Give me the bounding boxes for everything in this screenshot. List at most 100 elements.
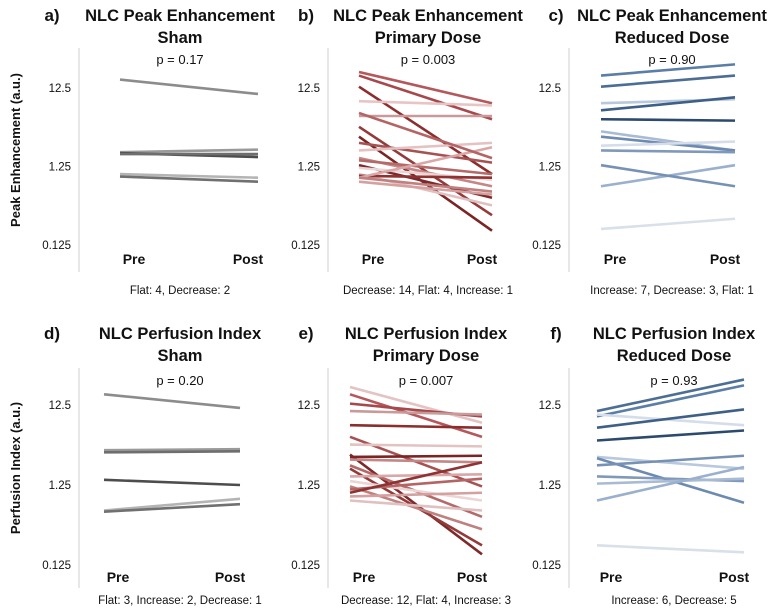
y-tick-label: 12.5	[298, 83, 320, 95]
y-tick-label: 0.125	[532, 560, 561, 572]
change-summary: Decrease: 12, Flat: 4, Increase: 3	[341, 595, 511, 607]
x-category-post: Post	[457, 569, 488, 585]
series-line	[600, 217, 736, 231]
series-line	[349, 393, 483, 439]
chart-title-line2: Primary Dose	[375, 29, 481, 47]
series-line	[349, 479, 483, 502]
panel-letter: f)	[550, 324, 561, 343]
series-line	[103, 449, 241, 454]
x-category-post: Post	[710, 251, 741, 267]
y-tick-label: 0.125	[291, 560, 320, 572]
series-line	[103, 393, 241, 410]
series-line	[358, 70, 493, 105]
x-category-post: Post	[233, 251, 264, 267]
p-value-label: p = 0.93	[650, 373, 697, 388]
chart-panel-d: 12.5 1.25 0.125 d) NLC Perfusion Index Sham p …	[8, 324, 262, 607]
y-tick-label: 0.125	[291, 240, 320, 252]
y-tick-label: 1.25	[49, 480, 71, 492]
chart-title-line2: Sham	[158, 347, 203, 365]
p-value-label: p = 0.17	[156, 52, 203, 67]
series-line	[358, 145, 493, 179]
series-line	[103, 447, 241, 452]
series-line	[349, 461, 483, 495]
series-line	[358, 111, 493, 160]
p-value-label: p = 0.90	[648, 52, 695, 67]
series-line	[596, 454, 745, 467]
series-line	[349, 443, 483, 448]
change-summary: Decrease: 14, Flat: 4, Increase: 1	[343, 285, 513, 297]
y-tick-label: 12.5	[539, 400, 561, 412]
series-line	[349, 423, 483, 430]
series-line	[600, 117, 736, 122]
p-value-label: p = 0.003	[401, 52, 456, 67]
y-tick-label: 1.25	[298, 162, 320, 174]
y-axis-label: Perfusion Index (a.u.)	[8, 402, 23, 534]
series-line	[358, 174, 493, 179]
series-line	[600, 140, 736, 148]
series-line	[596, 378, 745, 413]
series-line	[119, 148, 259, 154]
chart-title-line1: NLC Peak Enhancement	[577, 7, 767, 25]
chart-title-line2: Reduced Dose	[617, 347, 732, 365]
series-line	[596, 477, 745, 485]
y-tick-label: 12.5	[539, 83, 561, 95]
series-line	[600, 96, 736, 112]
series-line	[358, 99, 493, 107]
y-tick-label: 0.125	[532, 240, 561, 252]
chart-title-line1: NLC Perfusion Index	[593, 325, 756, 343]
change-summary: Flat: 4, Decrease: 2	[130, 285, 230, 297]
chart-panel-e: 12.5 1.25 0.125 e) NLC Perfusion Index Primar…	[291, 324, 511, 607]
series-line	[358, 180, 493, 196]
series-line	[358, 158, 493, 176]
y-tick-label: 0.125	[42, 240, 71, 252]
series-line	[349, 499, 483, 512]
chart-panel-a: 12.5 1.25 0.125 a) NLC Peak Enhancement Sham p…	[8, 6, 275, 297]
x-category-pre: Pre	[600, 569, 623, 585]
chart-title-line1: NLC Peak Enhancement	[333, 7, 523, 25]
series-line	[349, 473, 483, 478]
p-value-label: p = 0.007	[399, 373, 454, 388]
series-line	[596, 544, 745, 554]
series-line	[103, 502, 241, 513]
panel-letter: c)	[548, 6, 563, 25]
y-axis-label: Peak Enhancement (a.u.)	[8, 73, 23, 227]
panel-letter: d)	[44, 324, 60, 343]
series-line	[358, 141, 493, 164]
chart-panel-c: 12.5 1.25 0.125 c) NLC Peak Enhancement Reduc…	[532, 6, 767, 297]
chart-title-line2: Reduced Dose	[615, 29, 730, 47]
series-line	[600, 163, 736, 188]
x-category-pre: Pre	[123, 251, 146, 267]
series-line	[600, 74, 736, 88]
series-line	[596, 455, 745, 470]
series-line	[349, 485, 483, 531]
series-line	[349, 409, 483, 416]
series-line	[349, 454, 483, 459]
panel-letter: a)	[44, 6, 59, 25]
series-line	[349, 385, 483, 425]
chart-panel-f: 12.5 1.25 0.125 f) NLC Perfusion Index Reduce…	[532, 324, 756, 607]
series-line	[600, 63, 736, 77]
series-line	[596, 408, 745, 430]
series-line	[119, 175, 259, 184]
chart-panel-b: 12.5 1.25 0.125 b) NLC Peak Enhancement Prima…	[291, 6, 523, 297]
chart-title-line1: NLC Peak Enhancement	[85, 7, 275, 25]
y-tick-label: 1.25	[49, 162, 71, 174]
series-line	[358, 141, 493, 152]
x-category-post: Post	[719, 569, 750, 585]
series-line	[596, 465, 745, 502]
change-summary: Increase: 7, Decrease: 3, Flat: 1	[590, 285, 754, 297]
series-line	[358, 74, 493, 121]
y-tick-label: 12.5	[49, 400, 71, 412]
series-line	[103, 478, 241, 487]
series-line	[596, 384, 745, 418]
x-category-pre: Pre	[362, 251, 385, 267]
panel-letter: e)	[298, 324, 313, 343]
y-tick-label: 12.5	[298, 400, 320, 412]
chart-title-line2: Sham	[158, 29, 203, 47]
y-tick-label: 1.25	[298, 480, 320, 492]
x-category-post: Post	[215, 569, 246, 585]
y-tick-label: 12.5	[49, 83, 71, 95]
panel-letter: b)	[298, 6, 314, 25]
y-tick-label: 1.25	[539, 480, 561, 492]
y-tick-label: 0.125	[42, 560, 71, 572]
